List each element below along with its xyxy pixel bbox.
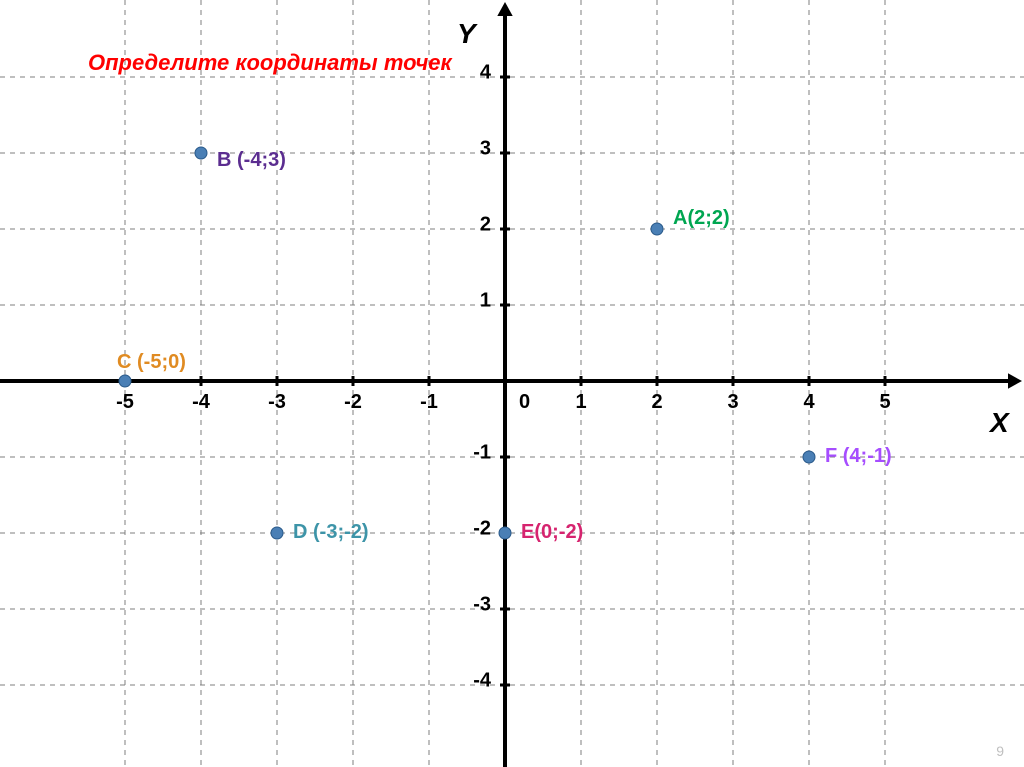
point-label-E: E(0;-2) — [521, 521, 583, 544]
point-label-A: A(2;2) — [673, 207, 730, 230]
y-tick--2: -2 — [473, 518, 491, 541]
x-tick--5: -5 — [116, 391, 134, 414]
x-tick--3: -3 — [268, 391, 286, 414]
point-label-C: C (-5;0) — [117, 351, 186, 374]
x-tick-1: 1 — [575, 391, 586, 414]
chart-title: Определите координаты точек — [88, 50, 452, 76]
y-tick-3: 3 — [480, 138, 491, 161]
x-tick-4: 4 — [803, 391, 814, 414]
y-tick-4: 4 — [480, 62, 491, 85]
y-tick--4: -4 — [473, 670, 491, 693]
x-tick--2: -2 — [344, 391, 362, 414]
x-tick--1: -1 — [420, 391, 438, 414]
x-axis-label: X — [990, 407, 1009, 439]
origin-label: 0 — [519, 391, 530, 414]
y-tick--1: -1 — [473, 442, 491, 465]
x-tick--4: -4 — [192, 391, 210, 414]
x-tick-3: 3 — [727, 391, 738, 414]
x-tick-5: 5 — [879, 391, 890, 414]
point-label-D: D (-3;-2) — [293, 521, 369, 544]
x-tick-2: 2 — [651, 391, 662, 414]
y-tick-2: 2 — [480, 214, 491, 237]
point-label-F: F (4;-1) — [825, 445, 892, 468]
y-tick--3: -3 — [473, 594, 491, 617]
coordinate-plane — [0, 0, 1024, 767]
y-tick-1: 1 — [480, 290, 491, 313]
point-label-B: B (-4;3) — [217, 149, 286, 172]
y-axis-label: Y — [457, 18, 476, 50]
page-number: 9 — [996, 743, 1004, 759]
